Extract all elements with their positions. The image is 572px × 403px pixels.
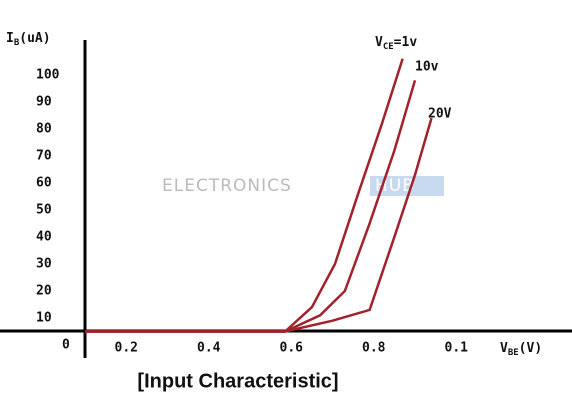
- series-label: VCE=1v: [375, 35, 417, 52]
- caption: [Input Characteristic]: [137, 370, 338, 392]
- curve: [85, 79, 417, 333]
- y-tick-label: 10: [36, 310, 52, 325]
- y-tick-label: 100: [36, 67, 60, 82]
- series-label: 10v: [415, 60, 439, 75]
- y-tick-label: 30: [36, 256, 52, 271]
- y-axis-label: IB(uA): [6, 31, 51, 48]
- y-tick-label: 20: [36, 283, 52, 298]
- curve: [85, 117, 433, 333]
- y-tick-label: 50: [36, 202, 52, 217]
- y-tick-label: 0: [62, 338, 70, 353]
- x-tick-label: 0.8: [362, 341, 386, 356]
- y-tick-label: 70: [36, 148, 52, 163]
- x-tick-label: 0.6: [280, 341, 304, 356]
- watermark-box: [370, 176, 444, 196]
- y-tick-label: 90: [36, 94, 52, 109]
- x-tick-label: 0.1: [445, 341, 469, 356]
- y-tick-label: 60: [36, 175, 52, 190]
- x-tick-label: 0.4: [197, 341, 221, 356]
- series-label: 20V: [428, 107, 452, 122]
- y-tick-label: 40: [36, 229, 52, 244]
- y-tick-label: 80: [36, 121, 52, 136]
- x-tick-label: 0.2: [115, 341, 138, 356]
- watermark: ELECTRONICS: [162, 176, 292, 196]
- x-axis-label: VBE(V): [500, 341, 542, 358]
